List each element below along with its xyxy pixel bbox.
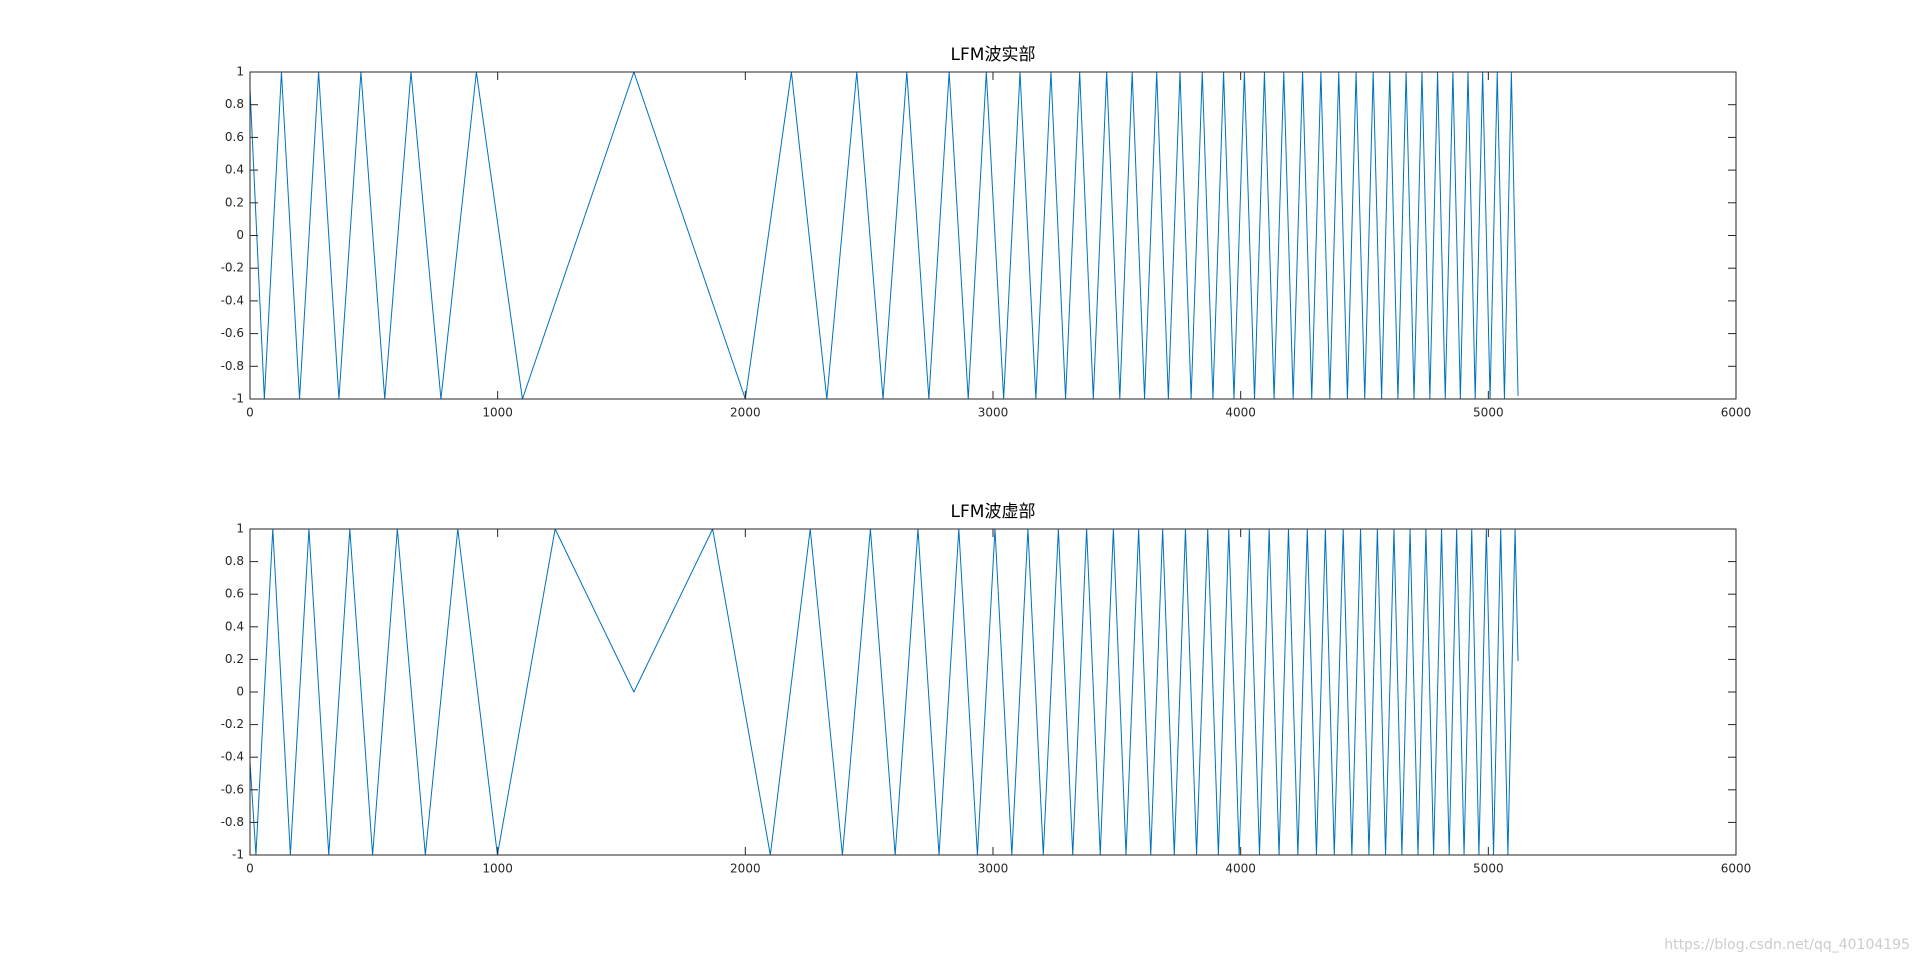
x-tick-label: 6000 xyxy=(1721,406,1752,420)
subplot: 0 1000 2000 3000 4000 5000 6000 -1 -0.8 -0.6 -0.4 -… xyxy=(221,502,1752,876)
watermark: https://blog.csdn.net/qq_40104195 xyxy=(1664,937,1910,953)
chart-title: LFM波实部 xyxy=(951,45,1036,65)
x-tick-label: 1000 xyxy=(482,406,513,420)
y-tick-label: 1 xyxy=(236,522,244,536)
y-tick-label: -0.4 xyxy=(221,293,244,307)
y-tick-label: 0.6 xyxy=(225,587,244,601)
y-tick-label: 0.4 xyxy=(225,163,244,177)
x-tick-label: 4000 xyxy=(1225,862,1256,876)
y-tick-label: 0.2 xyxy=(225,195,244,209)
x-tick-label: 2000 xyxy=(730,862,761,876)
x-tick-label: 4000 xyxy=(1225,406,1256,420)
y-tick-label: -0.8 xyxy=(221,815,244,829)
x-tick-label: 2000 xyxy=(730,406,761,420)
y-tick-label: -1 xyxy=(232,392,244,406)
plot-area xyxy=(250,72,1736,399)
plot-area xyxy=(250,529,1736,855)
x-tick-label: 0 xyxy=(246,406,254,420)
y-tick-label: 0.6 xyxy=(225,130,244,144)
y-tick-label: 0.4 xyxy=(225,619,244,633)
chart-title: LFM波虚部 xyxy=(951,502,1036,522)
x-tick-label: 0 xyxy=(246,862,254,876)
y-tick-label: -0.2 xyxy=(221,717,244,731)
signal-line xyxy=(249,528,1519,856)
y-tick-label: -0.6 xyxy=(221,782,244,796)
y-tick-label: -0.6 xyxy=(221,326,244,340)
y-tick-label: -1 xyxy=(232,848,244,862)
y-tick-label: -0.4 xyxy=(221,750,244,764)
y-tick-label: -0.2 xyxy=(221,261,244,275)
subplot: 0 1000 2000 3000 4000 5000 6000 -1 -0.8 -0.6 -0.4 -… xyxy=(221,45,1752,420)
y-tick-label: 0 xyxy=(236,228,244,242)
x-tick-label: 5000 xyxy=(1473,406,1504,420)
signal-line xyxy=(249,71,1519,400)
x-tick-label: 6000 xyxy=(1721,862,1752,876)
y-tick-label: 0.8 xyxy=(225,97,244,111)
y-tick-label: 0 xyxy=(236,685,244,699)
y-tick-label: -0.8 xyxy=(221,359,244,373)
x-tick-label: 3000 xyxy=(978,406,1009,420)
y-tick-label: 0.8 xyxy=(225,554,244,568)
y-tick-label: 1 xyxy=(236,65,244,79)
y-tick-label: 0.2 xyxy=(225,652,244,666)
x-tick-label: 1000 xyxy=(482,862,513,876)
x-tick-label: 5000 xyxy=(1473,862,1504,876)
x-tick-label: 3000 xyxy=(978,862,1009,876)
